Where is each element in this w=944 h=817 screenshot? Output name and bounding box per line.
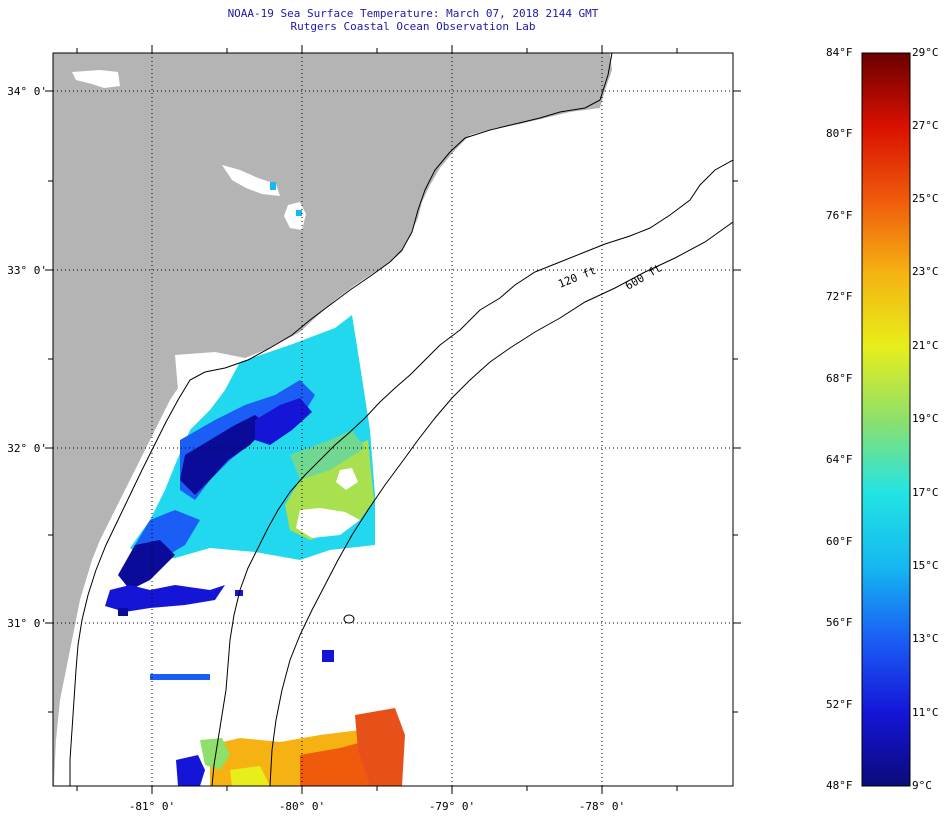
f-label: 72°F — [826, 290, 853, 303]
c-label: 13°C — [912, 632, 939, 645]
lon-label: -78° 0' — [579, 800, 625, 813]
f-label: 52°F — [826, 698, 853, 711]
lat-label: 33° 0' — [7, 264, 47, 277]
land-mass — [53, 53, 612, 786]
lat-label: 32° 0' — [7, 442, 47, 455]
coastline — [69, 53, 613, 786]
cloud-patch — [56, 725, 76, 770]
f-label: 56°F — [826, 616, 853, 629]
contour-lines — [69, 53, 733, 786]
lat-label: 34° 0' — [7, 85, 47, 98]
f-label: 48°F — [826, 779, 853, 792]
f-label: 80°F — [826, 127, 853, 140]
lon-label: -79° 0' — [429, 800, 475, 813]
lon-label: -81° 0' — [129, 800, 175, 813]
c-label: 19°C — [912, 412, 939, 425]
map-title: NOAA-19 Sea Surface Temperature: March 0… — [227, 7, 599, 20]
cloud-patch — [72, 70, 120, 88]
f-label: 76°F — [826, 209, 853, 222]
cloud-patch — [222, 165, 280, 196]
sst-pixel — [296, 210, 302, 216]
cloud-patch — [284, 202, 306, 230]
graticule — [53, 53, 733, 786]
f-label: 60°F — [826, 535, 853, 548]
axis-ticks — [45, 45, 741, 794]
c-label: 27°C — [912, 119, 939, 132]
contour-120ft — [211, 159, 733, 786]
c-label: 9°C — [912, 779, 932, 792]
lon-label: -80° 0' — [279, 800, 325, 813]
c-label: 23°C — [912, 265, 939, 278]
map-subtitle: Rutgers Coastal Ocean Observation Lab — [290, 20, 536, 33]
c-label: 29°C — [912, 46, 939, 59]
c-label: 25°C — [912, 192, 939, 205]
c-label: 17°C — [912, 486, 939, 499]
c-label: 11°C — [912, 706, 939, 719]
map-frame — [52, 52, 734, 787]
f-label: 84°F — [826, 46, 853, 59]
sst-pixel — [270, 182, 276, 190]
contour-600ft — [269, 221, 733, 786]
cloud-patch — [175, 352, 245, 400]
c-label: 15°C — [912, 559, 939, 572]
colorbar — [861, 52, 911, 787]
c-label: 21°C — [912, 339, 939, 352]
f-label: 64°F — [826, 453, 853, 466]
sst-data — [105, 315, 405, 786]
lat-label: 31° 0' — [7, 617, 47, 630]
f-label: 68°F — [826, 372, 853, 385]
